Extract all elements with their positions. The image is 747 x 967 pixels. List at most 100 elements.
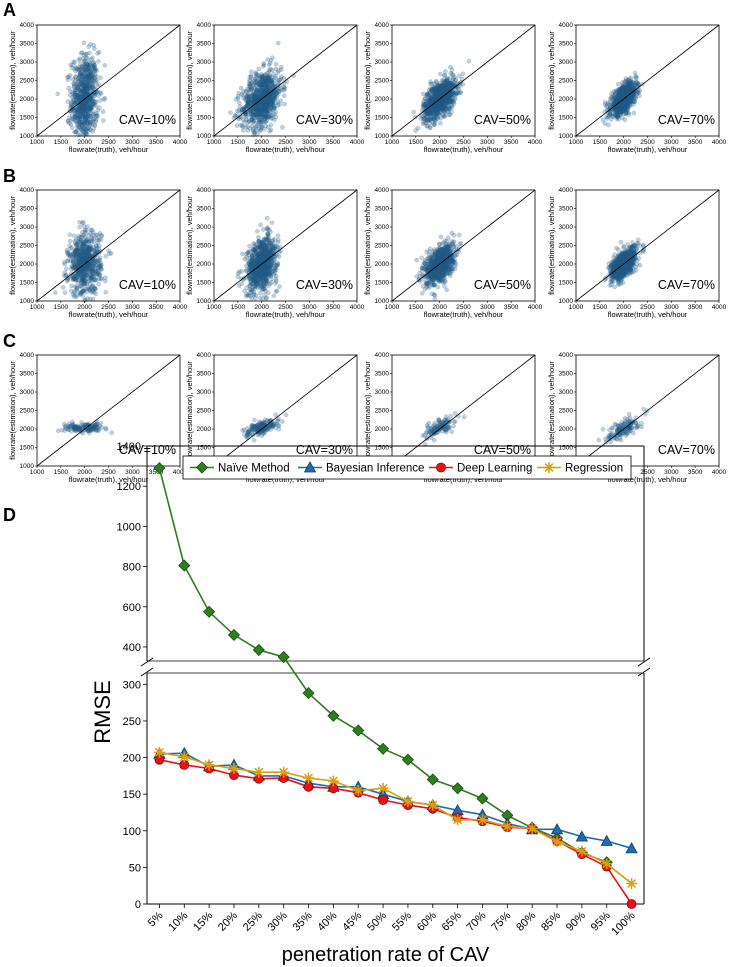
data-point — [82, 59, 88, 65]
data-point — [76, 125, 82, 130]
data-point — [79, 86, 85, 92]
data-point — [237, 100, 242, 106]
data-point — [85, 62, 90, 67]
data-point — [62, 290, 68, 295]
x-tick-label: 3500 — [326, 304, 341, 311]
data-point — [83, 61, 89, 67]
data-point — [79, 109, 85, 114]
data-point — [243, 117, 249, 123]
data-point — [77, 94, 83, 99]
data-point — [87, 62, 93, 68]
x-axis-label: flowrate(truth), veh/hour — [69, 145, 149, 154]
data-point — [84, 84, 90, 89]
data-point — [432, 121, 437, 127]
data-point — [81, 219, 86, 225]
data-point — [85, 72, 91, 77]
data-point — [87, 68, 92, 74]
data-point — [70, 113, 75, 118]
data-point — [74, 112, 80, 118]
data-point — [85, 97, 91, 103]
data-point — [244, 267, 249, 273]
data-point — [86, 64, 91, 69]
data-point — [77, 116, 83, 122]
x-axis-label: flowrate(truth), veh/hour — [424, 145, 504, 154]
data-point — [85, 79, 91, 85]
data-point — [85, 99, 91, 105]
data-point — [101, 97, 107, 102]
data-point — [81, 86, 87, 91]
data-point — [254, 80, 259, 85]
data-point — [88, 42, 93, 47]
data-point — [84, 91, 89, 96]
data-point — [247, 249, 253, 255]
data-point — [77, 104, 83, 109]
y-tick-label: 1500 — [375, 115, 390, 122]
data-point — [85, 75, 90, 81]
data-point — [89, 122, 94, 127]
data-point — [77, 252, 82, 257]
data-point — [97, 231, 103, 236]
data-point — [81, 59, 87, 64]
data-point — [632, 70, 638, 76]
data-point — [71, 261, 77, 266]
data-point — [92, 62, 97, 68]
data-point — [240, 128, 246, 133]
data-point — [622, 117, 628, 122]
data-point — [279, 88, 284, 93]
data-point — [83, 63, 89, 69]
data-point — [65, 118, 71, 123]
data-point — [77, 82, 83, 87]
y-tick-label: 1000 — [197, 298, 212, 305]
data-point — [621, 103, 627, 108]
data-point — [65, 119, 71, 124]
data-point — [275, 260, 280, 266]
data-point — [82, 100, 88, 105]
data-point — [81, 103, 86, 109]
data-point — [77, 97, 82, 103]
cav-label: CAV=70% — [658, 113, 715, 127]
data-point — [78, 105, 83, 111]
data-point — [77, 108, 83, 113]
data-point — [81, 65, 87, 70]
x-tick-label: 1500 — [409, 139, 424, 146]
data-point — [262, 102, 267, 108]
x-axis-label: flowrate(truth), veh/hour — [246, 310, 326, 319]
y-tick-label: 2500 — [559, 78, 574, 85]
data-point — [80, 77, 86, 82]
data-point — [64, 266, 69, 272]
data-point — [84, 252, 90, 258]
x-tick-label: 3500 — [504, 139, 519, 146]
data-point — [88, 275, 93, 281]
data-point — [427, 97, 433, 102]
data-point — [78, 79, 83, 85]
data-point — [239, 123, 245, 128]
x-tick-label: 4000 — [712, 139, 727, 146]
data-point — [82, 120, 87, 126]
data-point — [80, 242, 86, 247]
data-point — [83, 104, 88, 110]
data-point — [77, 219, 82, 225]
data-point — [420, 91, 426, 97]
data-point — [268, 122, 274, 128]
data-point — [90, 99, 95, 104]
data-point — [257, 90, 263, 95]
y-axis-label: flowrate(estimation), veh/hour — [547, 31, 556, 130]
data-point — [237, 104, 243, 109]
data-point — [273, 109, 279, 115]
data-point — [627, 83, 633, 88]
data-point — [96, 49, 102, 55]
data-point — [243, 89, 249, 95]
x-tick-label: 4000 — [350, 304, 365, 311]
data-point — [74, 246, 79, 252]
data-point — [87, 247, 92, 252]
data-point — [71, 108, 77, 114]
data-point — [103, 289, 109, 295]
data-point — [92, 278, 98, 283]
data-point — [79, 280, 84, 286]
data-point — [84, 121, 90, 126]
data-point — [84, 85, 89, 91]
data-point — [91, 111, 96, 117]
data-point — [440, 108, 446, 113]
data-point — [77, 97, 83, 102]
